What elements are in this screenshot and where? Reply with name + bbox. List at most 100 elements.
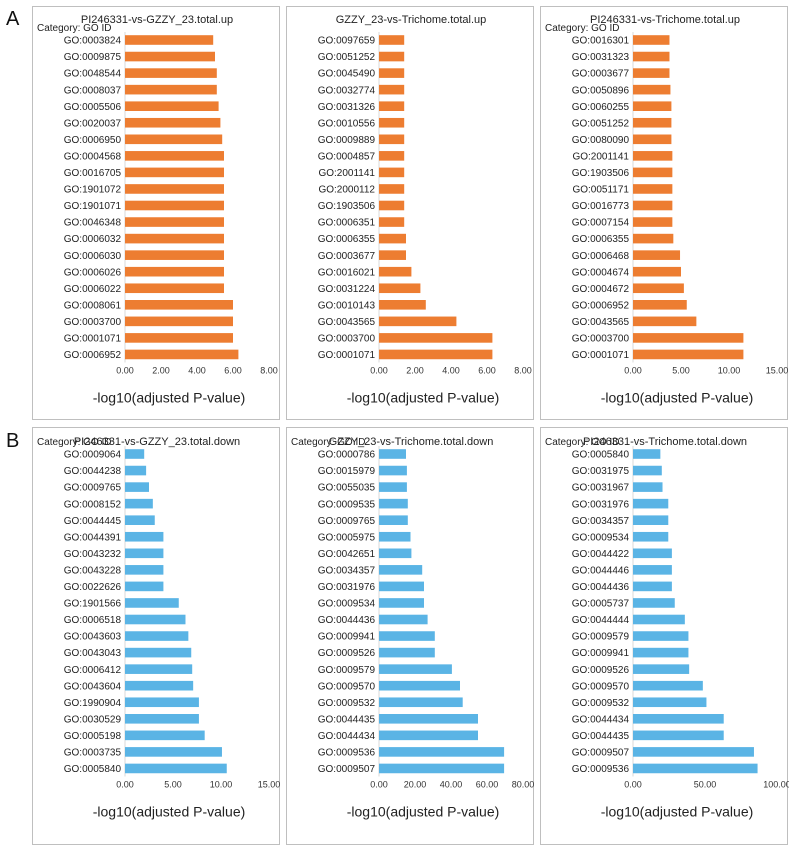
category-label: GO:0006030 <box>64 251 122 262</box>
category-label: GO:0006032 <box>64 234 122 245</box>
bar <box>633 680 703 691</box>
panel-label-b: B <box>6 430 20 452</box>
bar <box>125 117 221 128</box>
category-header: Category: GO ID <box>545 23 619 34</box>
category-label: GO:0001071 <box>64 334 122 345</box>
bar <box>125 51 215 62</box>
bar <box>125 84 217 95</box>
x-tick-label: 60.00 <box>476 779 499 789</box>
category-label: GO:0003824 <box>64 36 122 47</box>
chart-svg: PI246331-vs-GZZY_23.total.downCategory: … <box>37 436 280 819</box>
category-label: GO:0008037 <box>64 85 122 96</box>
category-label: GO:0000786 <box>318 450 376 461</box>
bar <box>379 167 405 178</box>
category-label: GO:0009532 <box>318 698 376 709</box>
bar <box>633 515 669 525</box>
bar <box>633 565 672 575</box>
bar <box>125 151 224 161</box>
bar <box>379 217 405 227</box>
chart-panel-down-pi246331-vs-trichome: PI246331-vs-Trichome.total.down Category:… <box>540 427 789 845</box>
bar <box>633 449 661 459</box>
bar <box>379 482 407 492</box>
bar <box>633 68 670 78</box>
bar <box>125 68 217 78</box>
bar <box>633 51 670 62</box>
category-label: GO:0051171 <box>572 185 629 196</box>
bar <box>379 250 406 260</box>
category-label: GO:0009765 <box>318 516 376 527</box>
category-label: GO:2001141 <box>318 168 375 179</box>
bar <box>379 316 457 327</box>
category-label: GO:0003700 <box>64 317 122 328</box>
category-label: GO:0005840 <box>64 764 122 775</box>
bar <box>379 548 412 559</box>
category-label: GO:1903506 <box>318 201 376 212</box>
bar <box>379 614 428 625</box>
bar <box>379 631 435 641</box>
category-label: GO:0005506 <box>64 102 122 113</box>
x-tick-label: 50.00 <box>694 779 717 789</box>
bar <box>125 316 233 327</box>
chart-title: GZZY_23-vs-Trichome.total.up <box>336 14 487 26</box>
category-label: GO:0005737 <box>572 599 630 610</box>
chart-panel-up-pi246331-vs-gzzy23: PI246331-vs-GZZY_23.total.up Category: GO… <box>32 6 280 420</box>
bar <box>633 730 724 741</box>
bar <box>633 482 663 492</box>
category-label: GO:0006022 <box>64 284 122 295</box>
bar <box>379 349 493 360</box>
bar <box>379 697 463 708</box>
category-label: GO:0043232 <box>64 549 122 560</box>
bar <box>125 515 155 525</box>
category-label: GO:0031976 <box>572 499 630 510</box>
category-label: GO:0009941 <box>572 648 630 659</box>
category-label: GO:0009534 <box>572 532 630 543</box>
bar <box>125 134 223 145</box>
category-label: GO:0006518 <box>64 615 122 626</box>
bar <box>379 200 405 211</box>
category-label: GO:0003735 <box>64 748 122 759</box>
x-tick-label: 6.00 <box>224 365 242 375</box>
category-label: GO:2000112 <box>318 185 375 196</box>
category-label: GO:0006355 <box>318 234 376 245</box>
bar <box>633 283 684 294</box>
bar <box>633 664 690 674</box>
bar <box>633 266 681 277</box>
category-label: GO:0044436 <box>318 615 376 626</box>
bar <box>633 117 672 128</box>
bar <box>633 250 681 260</box>
category-label: GO:1990904 <box>64 698 122 709</box>
category-label: GO:0043228 <box>64 565 122 576</box>
bar <box>379 184 405 194</box>
bar <box>633 763 758 774</box>
chart-svg: PI246331-vs-Trichome.total.downCategory:… <box>545 436 789 819</box>
bar <box>125 498 153 509</box>
bar <box>125 465 147 476</box>
bar <box>125 763 227 774</box>
bar <box>125 730 205 741</box>
category-label: GO:0030529 <box>64 714 122 725</box>
bar <box>633 200 673 211</box>
bar <box>633 316 697 327</box>
bar <box>379 151 405 161</box>
bar <box>125 300 233 310</box>
x-axis-label: -log10(adjusted P-value) <box>93 803 246 819</box>
bar <box>125 184 224 194</box>
x-tick-label: 4.00 <box>188 365 206 375</box>
category-label: GO:0009507 <box>572 748 630 759</box>
category-label: GO:0004857 <box>318 151 376 162</box>
category-label: GO:0009570 <box>572 681 630 692</box>
category-header: Category: GO ID <box>291 437 365 448</box>
chart-title: PI246331-vs-Trichome.total.down <box>583 436 747 448</box>
bar <box>633 631 689 641</box>
bar <box>633 614 685 625</box>
category-label: GO:0080090 <box>572 135 630 146</box>
category-label: GO:0008152 <box>64 499 122 510</box>
x-tick-label: 0.00 <box>370 779 388 789</box>
bar <box>125 200 224 211</box>
bar <box>379 134 405 145</box>
category-label: GO:0016021 <box>318 267 376 278</box>
category-label: GO:0006950 <box>64 135 122 146</box>
bar <box>125 631 189 641</box>
category-label: GO:0044434 <box>572 714 630 725</box>
